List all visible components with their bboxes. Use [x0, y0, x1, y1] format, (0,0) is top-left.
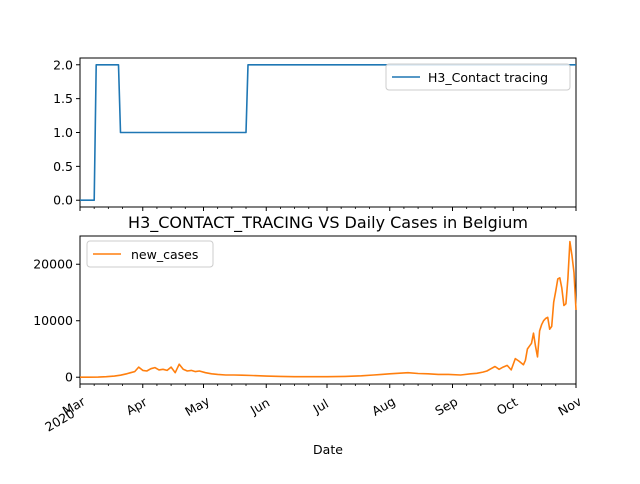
y-tick-label: 1.0: [53, 125, 73, 140]
chart-title: H3_CONTACT_TRACING VS Daily Cases in Bel…: [128, 213, 528, 233]
y-tick-label: 0.0: [53, 193, 73, 208]
top-legend-box: [385, 63, 571, 91]
x-tick-label: 2020: [42, 406, 77, 435]
bottom-legend: new_cases: [86, 240, 214, 268]
top-y-axis-ticks: 0.0 0.5 1.0 1.5 2.0: [53, 57, 80, 208]
y-tick-label: 0.5: [53, 159, 73, 174]
y-tick-label: 0: [65, 370, 73, 385]
x-tick-label: Sep: [432, 394, 460, 419]
top-x-axis-ticks: [79, 207, 577, 211]
x-tick-label: Nov: [555, 393, 584, 418]
top-legend-label: H3_Contact tracing: [428, 70, 548, 85]
top-legend: H3_Contact tracing: [385, 63, 571, 91]
y-tick-label: 20000: [33, 257, 73, 272]
y-tick-label: 1.5: [53, 91, 73, 106]
x-tick-label: May: [182, 393, 212, 419]
x-tick-label: Oct: [494, 394, 520, 418]
y-tick-label: 10000: [33, 313, 73, 328]
x-tick-label: Jun: [247, 395, 272, 418]
x-tick-label: Jul: [310, 396, 331, 417]
bottom-series-lines: [80, 240, 577, 379]
bottom-subplot: H3_CONTACT_TRACING VS Daily Cases in Bel…: [33, 213, 584, 457]
top-series-lines: [80, 64, 576, 201]
y-tick-label: 2.0: [53, 57, 73, 72]
bottom-legend-box: [86, 240, 214, 268]
x-tick-label: Apr: [123, 394, 150, 418]
series-line: [80, 64, 576, 201]
top-subplot: 0.0 0.5 1.0 1.5 2.0 H3_Contact tracing: [53, 57, 577, 211]
series-line: [80, 240, 577, 379]
bottom-y-axis-ticks: 0 10000 20000: [33, 257, 80, 385]
x-tick-label: Aug: [369, 394, 398, 419]
x-axis-label: Date: [313, 442, 343, 457]
bottom-legend-label: new_cases: [131, 247, 198, 262]
